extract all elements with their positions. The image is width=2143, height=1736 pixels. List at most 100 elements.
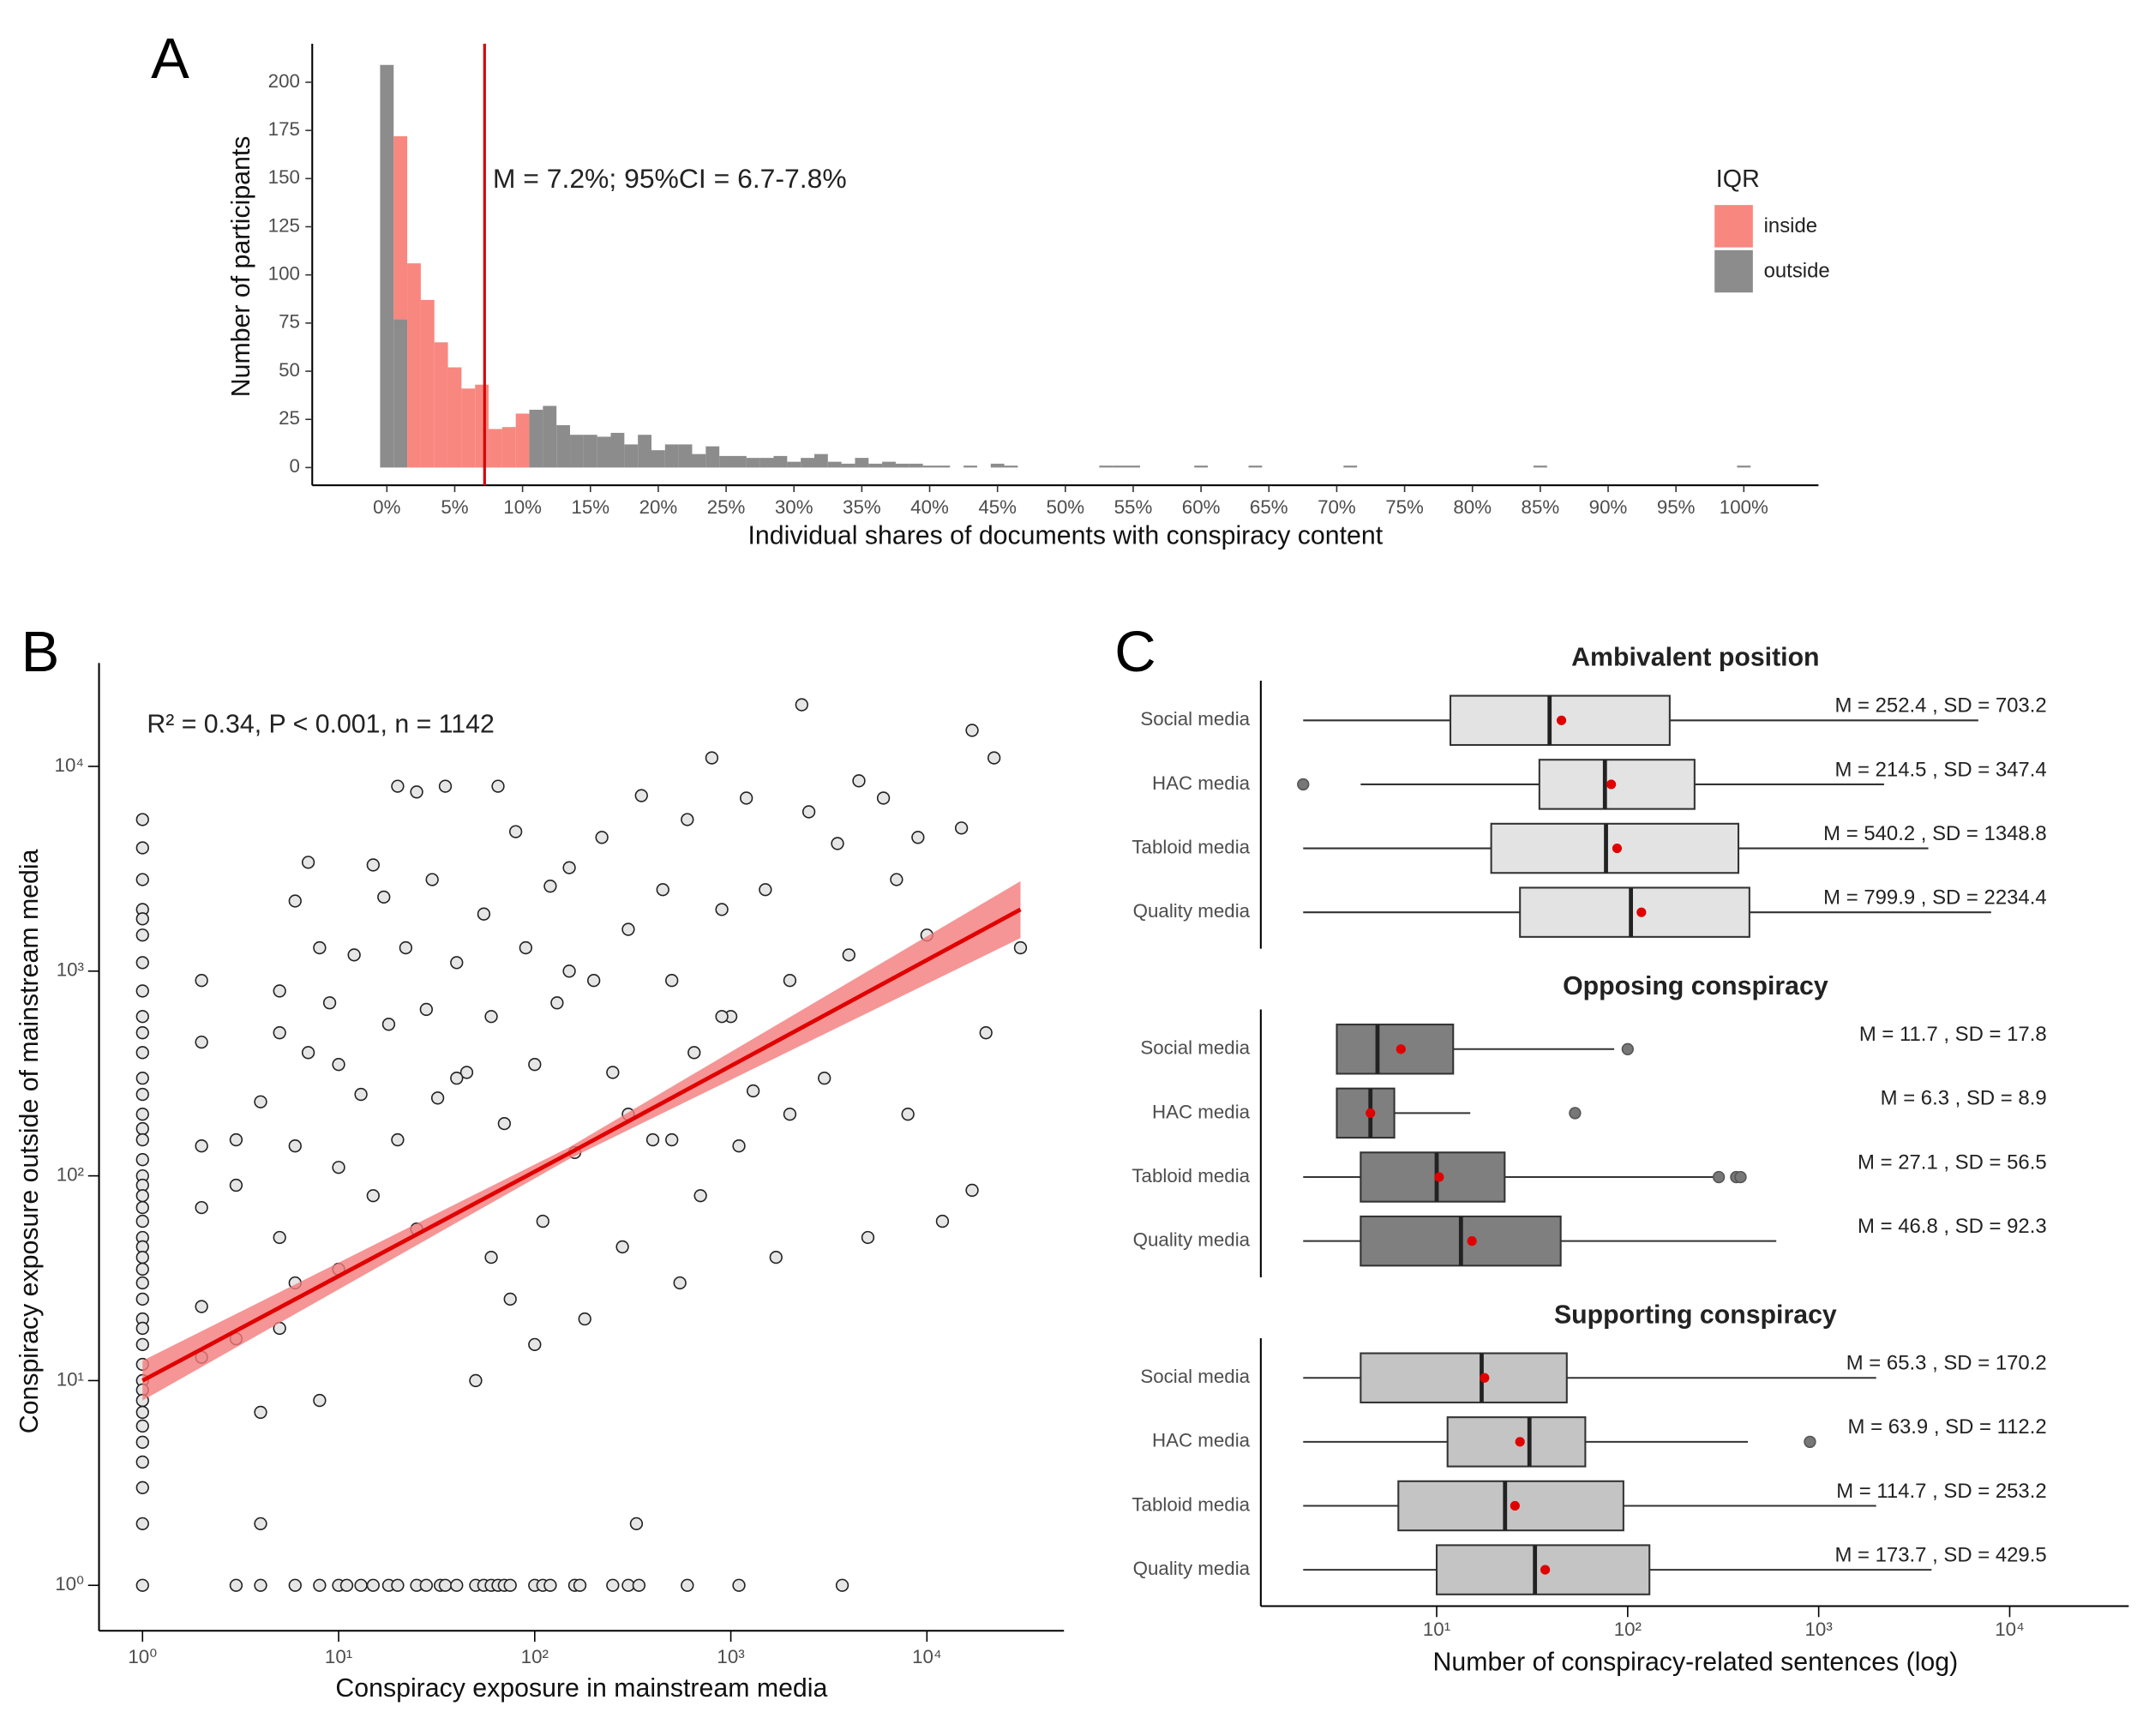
legend-label: outside (1764, 260, 1830, 283)
y-tick-label: 10⁴ (55, 754, 84, 776)
scatter-point (229, 1132, 243, 1147)
scatter-point (715, 903, 729, 916)
x-axis-title: Number of conspiracy-related sentences (… (1433, 1648, 1959, 1676)
scatter-point (377, 890, 391, 904)
y-tick-label: 25 (279, 407, 300, 429)
scatter-point (801, 805, 816, 819)
scatter-point (135, 1419, 149, 1433)
histogram-bar (1533, 466, 1547, 468)
scatter-point (195, 1035, 208, 1049)
category-label: Quality media (1133, 1229, 1251, 1251)
mean (1366, 1108, 1376, 1118)
scatter-point (332, 1058, 345, 1072)
histogram-bar (705, 446, 720, 468)
scatter-point (732, 1139, 746, 1153)
scatter-point (769, 1250, 783, 1264)
scatter-point (935, 1214, 950, 1228)
histogram-bar (407, 263, 421, 468)
histogram-bar (1248, 466, 1263, 468)
scatter-point (615, 1240, 629, 1254)
histogram-bar (529, 409, 543, 468)
scatter-point (562, 861, 576, 874)
x-axis-title: Individual shares of documents with cons… (748, 522, 1384, 550)
histogram-bar (732, 455, 747, 468)
scatter-point (621, 922, 635, 936)
x-tick-label: 70% (1318, 496, 1356, 518)
scatter-point (366, 1189, 380, 1203)
legend-title: IQR (1716, 165, 1760, 193)
category-label: Tabloid media (1132, 1165, 1250, 1186)
histogram-bar (1126, 466, 1140, 468)
histogram-bar (434, 342, 448, 468)
scatter-point (399, 940, 413, 955)
panel-label: C (1114, 620, 1156, 684)
scatter-point (288, 1578, 302, 1592)
scatter-point (459, 1066, 474, 1079)
histogram-bar (651, 450, 665, 468)
scatter-point (477, 907, 491, 921)
x-tick-label: 35% (843, 496, 881, 518)
scatter-point (497, 1116, 512, 1131)
histogram-bar (393, 319, 408, 468)
histogram-bar (909, 463, 923, 468)
scatter-point (301, 856, 315, 869)
y-axis-title: Conspiracy exposure outside of mainstrea… (15, 849, 44, 1433)
category-label: Social media (1140, 1037, 1250, 1059)
scatter-point (831, 837, 844, 850)
mean (1480, 1373, 1490, 1383)
histogram-bar (489, 429, 502, 468)
scatter-point (195, 1200, 208, 1215)
scatter-point (135, 813, 149, 826)
scatter-point (746, 1084, 760, 1098)
scatter-point (135, 1010, 149, 1024)
facet-title: Ambivalent position (1571, 644, 1819, 672)
scatter-point (818, 1072, 831, 1085)
scatter-point (573, 1578, 587, 1592)
histogram-bar (678, 444, 693, 468)
scatter-point (135, 841, 149, 855)
mean (1612, 843, 1623, 854)
histogram-bar (692, 454, 706, 468)
scatter-point (484, 1010, 498, 1024)
y-tick-label: 10⁰ (55, 1573, 84, 1595)
scatter-point (135, 1276, 149, 1290)
scatter-point (715, 1010, 729, 1024)
value-label: M = 63.9 , SD = 112.2 (1848, 1415, 2047, 1439)
facet-title: Supporting conspiracy (1554, 1300, 1837, 1329)
x-tick-label: 15% (571, 496, 609, 518)
x-tick-label: 5% (441, 496, 468, 518)
histogram-bar (801, 458, 814, 468)
scatter-point (528, 1058, 542, 1072)
x-tick-label: 10⁰ (128, 1646, 157, 1667)
scatter-point (135, 1455, 149, 1469)
histogram-bar (664, 444, 679, 468)
value-label: M = 65.3 , SD = 170.2 (1846, 1352, 2047, 1375)
annotation: M = 7.2%; 95%CI = 6.7-7.8% (493, 163, 847, 194)
scatter-point (135, 1072, 149, 1085)
scatter-point (665, 974, 679, 988)
scatter-point (656, 883, 669, 897)
x-tick-label: 90% (1589, 496, 1628, 518)
histogram-bar (583, 435, 597, 468)
scatter-point (288, 1139, 302, 1153)
scatter-point (135, 1517, 149, 1531)
histogram-bar (813, 454, 828, 468)
mean (1540, 1565, 1551, 1575)
value-label: M = 27.1 , SD = 56.5 (1858, 1150, 2047, 1174)
scatter-point (354, 1578, 368, 1592)
value-label: M = 6.3 , SD = 8.9 (1881, 1087, 2047, 1110)
histogram-bar (922, 466, 937, 468)
y-tick-label: 50 (279, 359, 300, 381)
y-tick-label: 100 (268, 263, 300, 285)
category-label: HAC media (1152, 1430, 1251, 1451)
scatter-point (606, 1578, 620, 1592)
x-tick-label: 0% (373, 496, 400, 518)
box (1336, 1024, 1455, 1075)
scatter-point (366, 858, 380, 872)
facet-title: Opposing conspiracy (1563, 972, 1828, 1000)
scatter-point (229, 1578, 243, 1592)
scatter-point (430, 1091, 445, 1105)
scatter-point (673, 1276, 687, 1290)
x-tick-label: 85% (1522, 496, 1560, 518)
